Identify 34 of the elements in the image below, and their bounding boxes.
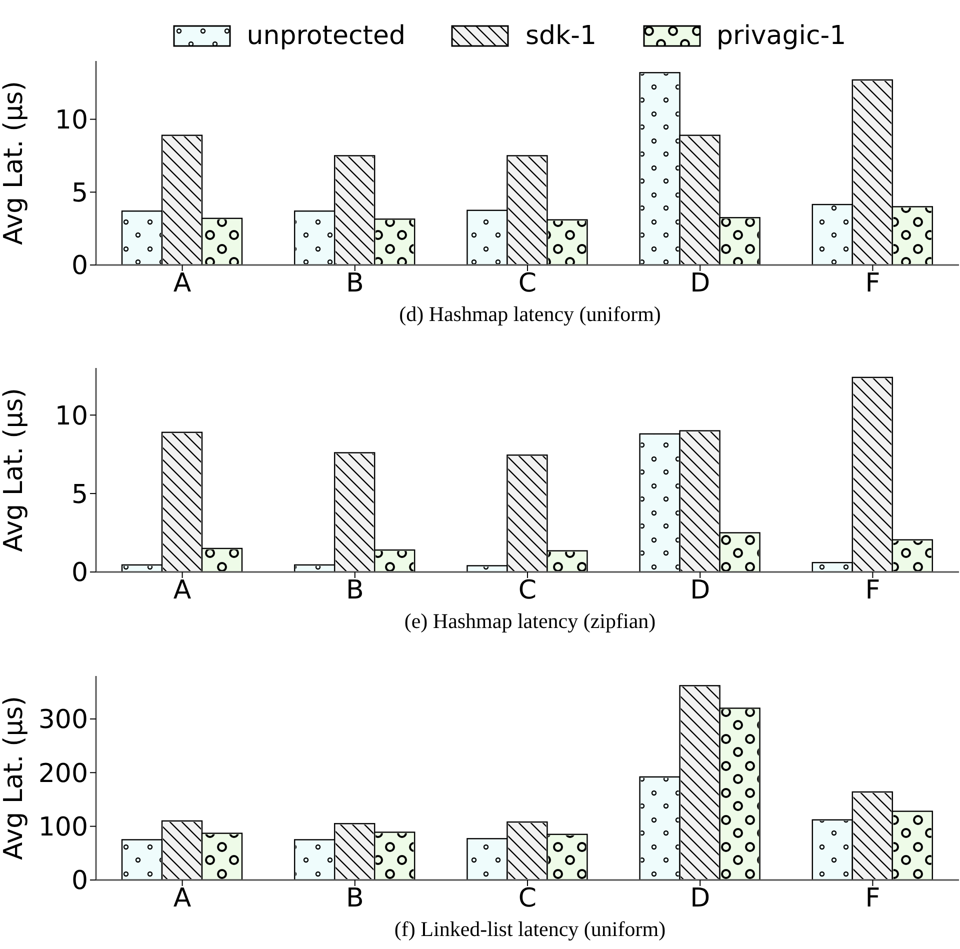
- text: (e) Hashmap latency (zipfian): [403, 608, 657, 635]
- y-tick-label: 300: [38, 705, 88, 736]
- x-tick-label: A: [173, 268, 192, 298]
- x-tick-label: B: [346, 268, 364, 298]
- text: (f) Linked-list latency (uniform): [393, 916, 667, 943]
- legend-label: sdk-1: [525, 21, 596, 51]
- x-tick-label: D: [690, 575, 710, 606]
- x-tick-label: A: [173, 883, 192, 914]
- x-tick-label: D: [690, 268, 710, 298]
- y-tick-label: 0: [71, 558, 88, 588]
- text: (d) Hashmap latency (uniform): [398, 301, 662, 328]
- x-tick-label: B: [346, 883, 364, 914]
- y-axis-title: Avg Lat. (µs): [0, 388, 30, 552]
- x-tick-label: C: [518, 575, 537, 606]
- y-tick-label: 5: [71, 178, 88, 208]
- x-tick-label: D: [690, 883, 710, 914]
- y-tick-label: 200: [38, 758, 88, 789]
- y-tick-label: 0: [71, 866, 88, 896]
- y-tick-label: 100: [38, 812, 88, 843]
- legend-label: unprotected: [246, 21, 406, 51]
- y-tick-label: 10: [54, 106, 88, 136]
- y-axis-title: Avg Lat. (µs): [0, 81, 30, 245]
- y-tick-label: 10: [54, 401, 88, 432]
- x-tick-label: F: [865, 575, 880, 606]
- x-tick-label: B: [346, 575, 364, 606]
- y-tick-label: 5: [71, 480, 88, 510]
- x-tick-label: F: [865, 883, 880, 914]
- y-tick-label: 0: [71, 251, 88, 282]
- legend-label: privagic-1: [716, 21, 846, 51]
- x-tick-label: C: [518, 883, 537, 914]
- y-axis-title: Avg Lat. (µs): [0, 696, 30, 860]
- x-tick-label: C: [518, 268, 537, 298]
- x-tick-label: F: [865, 268, 880, 298]
- x-tick-label: A: [173, 575, 192, 606]
